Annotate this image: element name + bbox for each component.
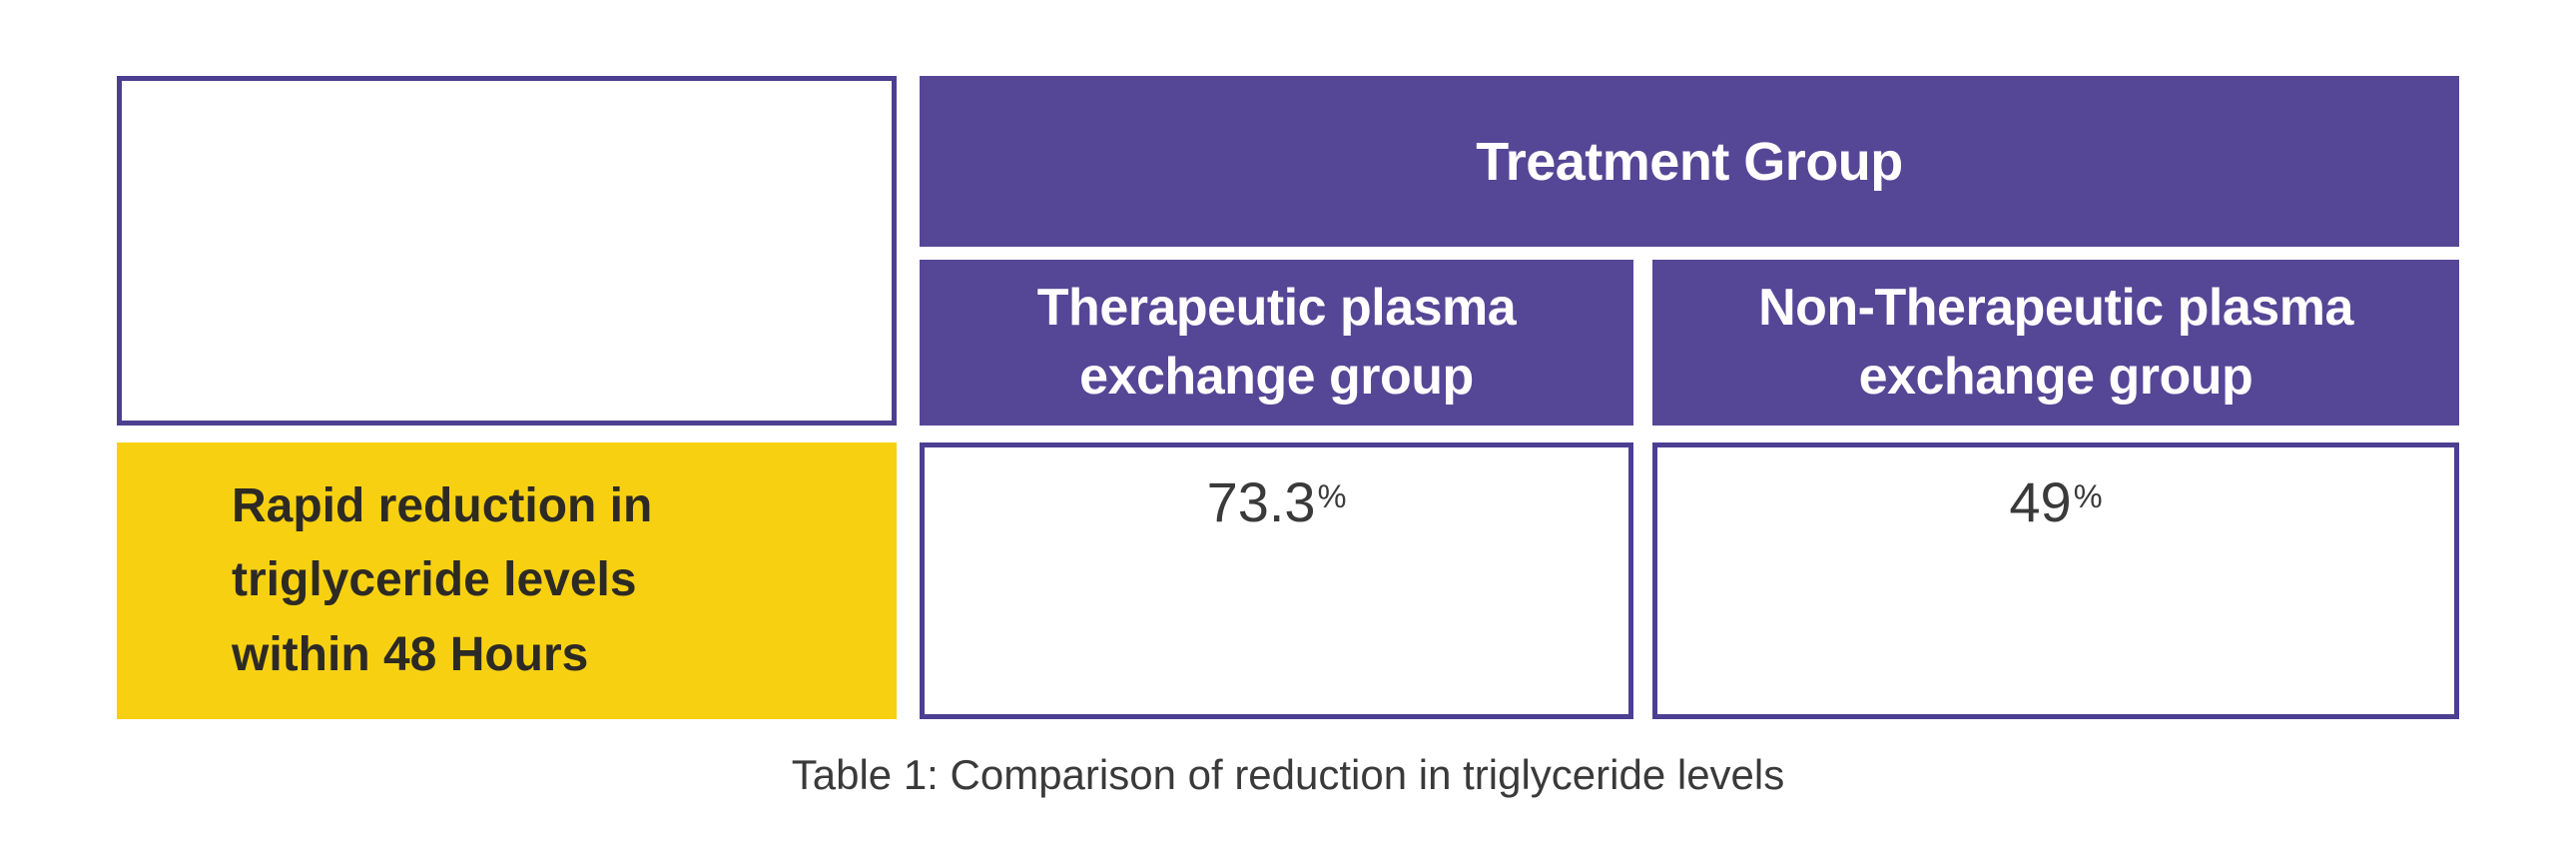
value-unit-therapeutic: % bbox=[1317, 478, 1347, 515]
value-number-non-therapeutic: 49 bbox=[2009, 470, 2072, 533]
column-header-non-therapeutic-plasma-exchange: Non-Therapeutic plasma exchange group bbox=[1652, 260, 2459, 426]
value-cell-non-therapeutic: 49% bbox=[1652, 442, 2459, 719]
column-header-therapeutic-plasma-exchange: Therapeutic plasma exchange group bbox=[920, 260, 1633, 426]
row-label-rapid-reduction: Rapid reduction in triglyceride levels w… bbox=[117, 442, 897, 719]
row-label-text: Rapid reduction in triglyceride levels w… bbox=[232, 478, 653, 681]
value-unit-non-therapeutic: % bbox=[2073, 478, 2103, 515]
column-header-therapeutic-label: Therapeutic plasma exchange group bbox=[1036, 279, 1517, 406]
corner-empty-cell bbox=[117, 76, 897, 426]
column-header-non-therapeutic-label: Non-Therapeutic plasma exchange group bbox=[1758, 279, 2353, 406]
treatment-group-header-cell: Treatment Group bbox=[920, 76, 2459, 247]
value-number-therapeutic: 73.3 bbox=[1206, 470, 1316, 533]
table-caption: Table 1: Comparison of reduction in trig… bbox=[791, 751, 1785, 798]
treatment-group-header-label: Treatment Group bbox=[1476, 131, 1903, 192]
comparison-table: Treatment Group Therapeutic plasma excha… bbox=[117, 76, 2459, 719]
value-cell-therapeutic: 73.3% bbox=[920, 442, 1633, 719]
